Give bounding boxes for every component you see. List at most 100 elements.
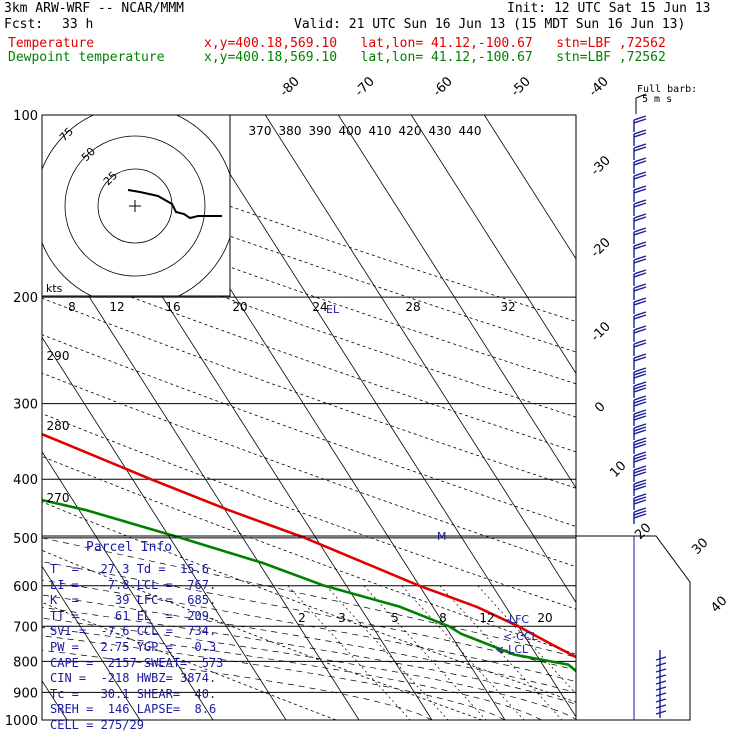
- dry-adiabat: [42, 297, 576, 489]
- barb-flag: [633, 356, 647, 362]
- theta-label: 390: [309, 124, 332, 138]
- barb-flag: [633, 384, 647, 390]
- barb-flag: [633, 255, 647, 261]
- isotherm-label: 10: [607, 459, 629, 481]
- barb-flag: [633, 314, 647, 320]
- theta-label: 440: [459, 124, 482, 138]
- mixing-ratio-label: 3: [338, 611, 346, 625]
- isotherm: [42, 336, 287, 720]
- wind-barb: [633, 227, 647, 244]
- mixing-ratio-line: [325, 585, 449, 720]
- barb-flag: [633, 381, 647, 387]
- dry-adiabat: [42, 198, 576, 385]
- pressure-tick-label: 500: [13, 532, 38, 547]
- barb-flag: [633, 300, 647, 306]
- hodograph-kts-label: kts: [46, 282, 63, 295]
- barb-flag: [633, 457, 647, 463]
- barb-flag: [633, 143, 647, 149]
- mixing-ratio-label: 20: [537, 611, 552, 625]
- wind-barb-low: [655, 674, 667, 679]
- barb-flag: [633, 451, 647, 457]
- mixing-ratio-label: 12: [109, 300, 124, 314]
- barb-flag: [633, 440, 647, 446]
- barb-flag: [633, 213, 647, 219]
- parcel-info-title: Parcel Info: [86, 540, 173, 555]
- wind-barb: [633, 171, 647, 188]
- barb-flag: [633, 387, 647, 393]
- parcel-info-row: CAPE = 2157 SWEAT= 573: [50, 655, 224, 670]
- barb-flag: [633, 429, 647, 435]
- isotherm: [42, 451, 214, 720]
- parcel-info-row: TT = 61 EL = 209.: [50, 608, 217, 623]
- parcel-info-row: K = 39 LFC = 685.: [50, 593, 217, 608]
- barb-flag: [633, 129, 647, 135]
- mixing-ratio-line: [287, 585, 411, 720]
- wind-barb: [633, 367, 647, 384]
- barb-flag: [633, 286, 647, 292]
- mixing-ratio-label: 28: [405, 300, 420, 314]
- wind-barb: [633, 241, 647, 258]
- mixing-ratio-label: 16: [165, 300, 180, 314]
- dewpoint-line: [42, 498, 576, 673]
- wind-barb: [633, 353, 647, 370]
- parcel-info-row: Tc = 30.1 SHEAR= 40.: [50, 686, 217, 701]
- barb-flag: [633, 499, 647, 505]
- wind-barb: [633, 213, 647, 230]
- pressure-tick-label: 700: [13, 620, 38, 635]
- barb-flag: [633, 409, 647, 415]
- barb-flag: [633, 398, 647, 404]
- wind-barb: [633, 493, 647, 510]
- isotherm: [483, 115, 576, 260]
- moist-adiabat: [42, 627, 542, 720]
- barb-flag: [633, 227, 647, 233]
- isotherm-label: -30: [588, 153, 614, 179]
- temperature-location: x,y=400.18,569.10 lat,lon= 41.12,-100.67…: [204, 36, 666, 51]
- barb-legend-line2: 5 m s: [642, 94, 673, 105]
- mixing-ratio-label: 20: [232, 300, 247, 314]
- barb-flag: [633, 132, 647, 138]
- barb-flag: [633, 468, 647, 474]
- dewpoint-location: x,y=400.18,569.10 lat,lon= 41.12,-100.67…: [204, 50, 666, 65]
- barb-flag: [633, 342, 647, 348]
- wind-barb-low: [655, 680, 667, 685]
- hodograph-trace: [127, 189, 222, 220]
- mixing-ratio-label: 2: [298, 611, 306, 625]
- barb-flag: [633, 367, 647, 373]
- wind-barb: [633, 479, 647, 496]
- wind-barb: [633, 255, 647, 272]
- wind-barb-low: [655, 692, 667, 697]
- barb-flag: [633, 510, 647, 516]
- wind-barb: [633, 507, 647, 524]
- barb-flag: [633, 454, 647, 460]
- isotherm: [191, 115, 576, 718]
- isotherm-label: 40: [708, 594, 730, 616]
- level-marker-ccl: <-CCL: [503, 630, 539, 643]
- isotherm: [42, 565, 141, 720]
- barb-flag: [633, 437, 647, 443]
- parcel-info-row: CELL = 275/29: [50, 717, 144, 732]
- pressure-tick-label: 900: [13, 686, 38, 701]
- pressure-tick-label: 400: [13, 473, 38, 488]
- moist-adiabat: [42, 617, 576, 720]
- barb-flag: [633, 272, 647, 278]
- barb-flag: [633, 415, 647, 421]
- legend-temperature: Temperature: [8, 36, 95, 51]
- isotherm-label: 20: [632, 521, 654, 543]
- theta-label: 370: [249, 124, 272, 138]
- wind-barb: [633, 437, 647, 454]
- mixing-ratio-label: 24: [312, 300, 327, 314]
- wind-barb: [633, 283, 647, 300]
- isotherm-label: -20: [588, 235, 614, 261]
- barb-flag: [633, 465, 647, 471]
- barb-flag: [633, 230, 647, 236]
- barb-flag: [633, 479, 647, 485]
- theta-label: 290: [47, 349, 70, 363]
- pressure-tick-label: 100: [13, 109, 38, 124]
- theta-label: 430: [429, 124, 452, 138]
- wind-barb: [633, 143, 647, 160]
- wind-barb: [633, 395, 647, 412]
- wind-barb-low: [655, 668, 667, 673]
- barb-flag: [633, 339, 647, 345]
- parcel-info-row: T = 27.3 Td = 15.6: [50, 562, 209, 576]
